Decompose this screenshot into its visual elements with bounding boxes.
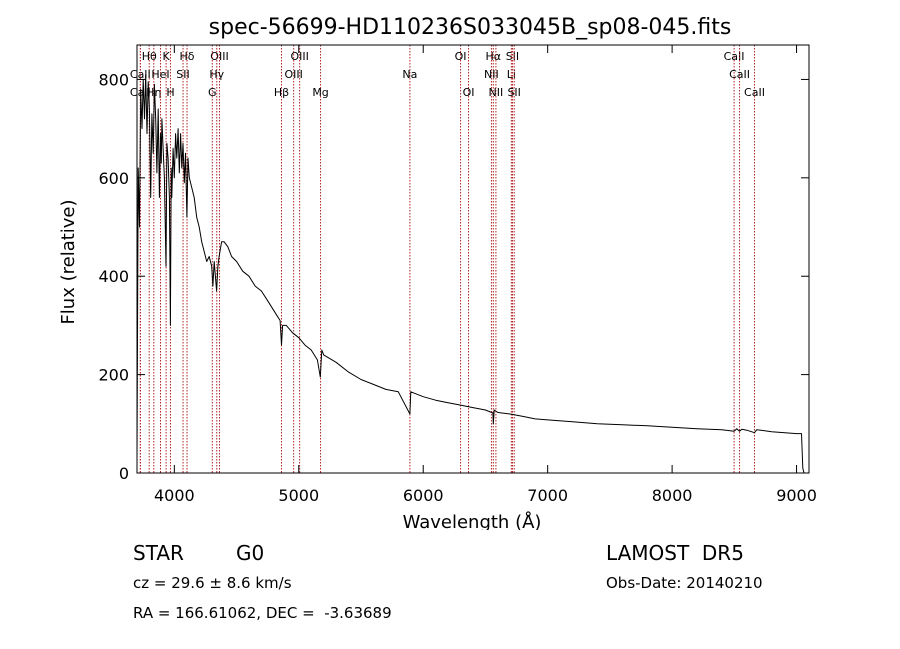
line-label-25: CaII [724,50,745,63]
line-label-10: Hγ [209,68,224,81]
line-label-20: NII [484,68,499,81]
spectrum-series-0 [136,74,805,474]
x-tick-label-3: 7000 [527,486,568,505]
plot-frame [136,44,810,474]
line-label-9: OIII [210,50,228,63]
line-label-12: Hβ [274,86,289,99]
line-label-21: NII [489,86,504,99]
chart-title: spec-56699-HD110236S033045B_sp08-045.fit… [209,15,732,40]
y-axis-label: Flux (relative) [58,199,79,324]
line-label-7: Hδ [180,50,195,63]
line-label-16: Na [402,68,417,81]
line-label-24: SII [507,86,520,99]
object-class: STAR [133,541,184,565]
line-label-26: CaII [729,68,750,81]
line-label-15: Mg [312,86,328,99]
y-tick-label-4: 800 [98,70,129,89]
y-tick-label-3: 600 [98,169,129,188]
line-label-0: Hθ [142,50,157,63]
line-label-8: SII [176,68,189,81]
redshift-readout: cz = 29.6 ± 8.6 km/s [133,574,292,592]
observation-date: Obs-Date: 20140210 [606,574,763,592]
line-label-27: CaII [744,86,765,99]
line-label-17: OI [455,50,467,63]
axes: 4000 5000 6000 7000 8000 9000 0 200 400 600 800 [98,45,817,505]
coordinates-readout: RA = 166.61062, DEC = -3.63689 [133,604,392,622]
line-label-6: H [166,86,174,99]
x-tick-label-5: 9000 [776,486,817,505]
line-label-4: K [163,50,171,63]
line-label-23: Li [507,68,516,81]
line-label-22: SII [506,50,519,63]
x-tick-label-2: 6000 [403,486,444,505]
line-label-5: HeI [151,68,169,81]
survey-name: LAMOST DR5 [606,541,744,565]
line-label-13: OIII [284,68,302,81]
x-tick-label-4: 8000 [652,486,693,505]
y-tick-label-0: 0 [119,464,129,483]
spectrum-chart: spec-56699-HD110236S033045B_sp08-045.fit… [58,15,817,530]
x-tick-label-0: 4000 [154,486,195,505]
y-tick-label-1: 200 [98,366,129,385]
x-tick-label-1: 5000 [278,486,319,505]
object-subclass: G0 [236,541,265,565]
line-label-14: OIII [290,50,308,63]
y-tick-label-2: 400 [98,267,129,286]
line-label-18: OI [463,86,475,99]
line-label-19: Hα [486,50,502,63]
x-axis-label: Wavelength (Å) [403,511,542,530]
spectrum-curve-layer [136,74,805,474]
line-label-11: G [208,86,217,99]
